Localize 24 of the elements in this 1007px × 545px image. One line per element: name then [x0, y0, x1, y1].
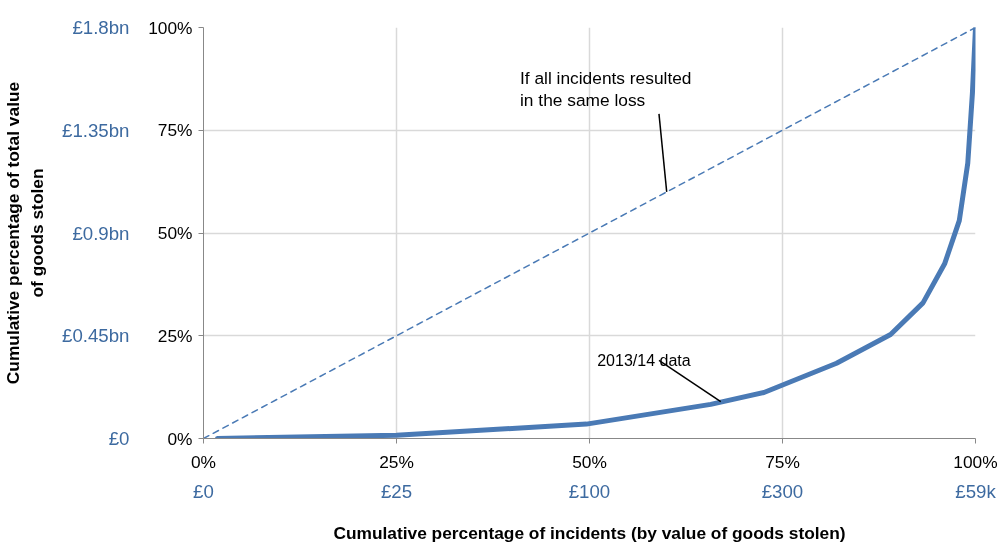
x-tick-label: 100% [953, 451, 998, 472]
y-tick-label: 50% [157, 223, 193, 243]
text: £300 [761, 480, 804, 502]
y2-tick-label: £0 [108, 428, 130, 449]
x-axis-title: Cumulative percentage of incidents (by value of goods stolen) [333, 522, 846, 543]
y-tick-label: 0% [167, 428, 193, 449]
x-tick-label: 50% [572, 451, 607, 472]
text: £59k [955, 480, 997, 502]
y2-tick-label: £0.45bn [62, 325, 130, 347]
y-tick-label: 25% [157, 325, 193, 346]
y2-tick-label: £1.8bn [72, 17, 130, 38]
annotation: 2013/14 data [597, 351, 691, 369]
x-tick-label: 25% [379, 451, 414, 472]
x-tick-label: 0% [190, 451, 217, 472]
annotation: If all incidents resulted in the same loss [520, 67, 692, 110]
y2-axis-title: Cumulative percentage of total value of goods stolen [3, 81, 48, 385]
text: £100 [568, 480, 611, 502]
x-tick-label: 75% [765, 451, 800, 472]
text: £25 [380, 480, 413, 502]
y2-tick-label: £0.9bn [72, 222, 130, 244]
text: £0 [193, 480, 214, 502]
y2-tick-label: £1.35bn [62, 119, 130, 141]
y-tick-label: 75% [157, 120, 193, 141]
y-tick-label: 100% [148, 17, 193, 38]
